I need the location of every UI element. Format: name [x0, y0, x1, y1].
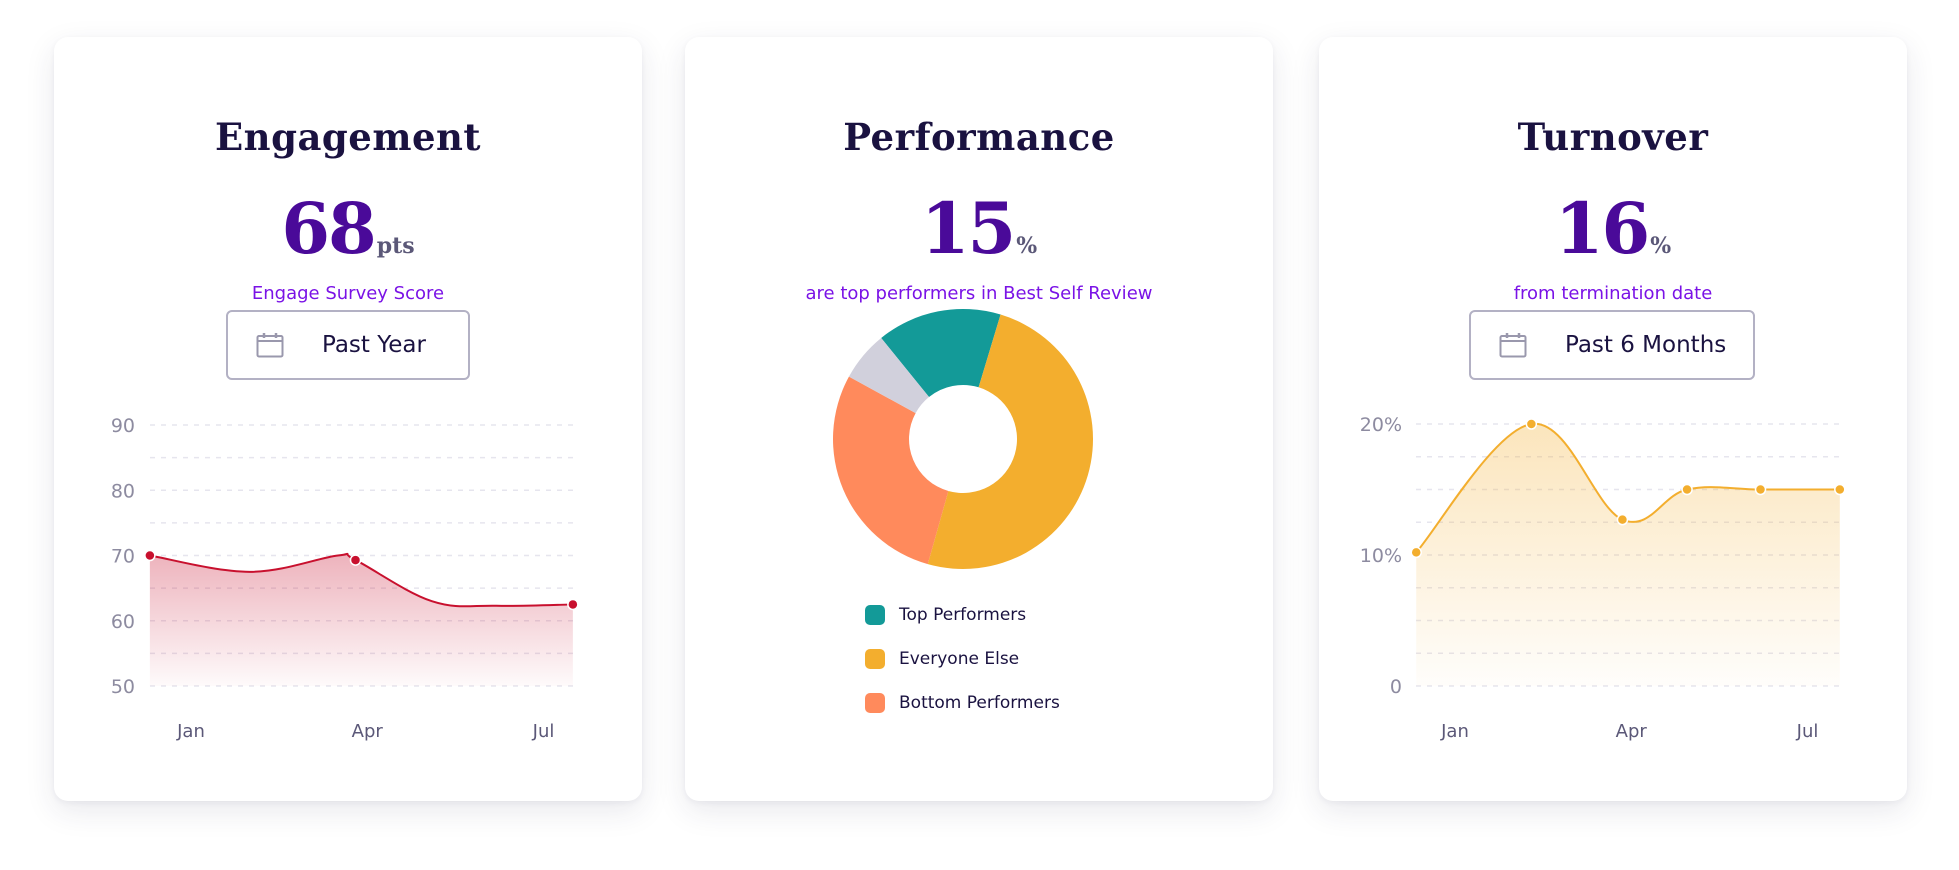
calendar-icon — [1499, 333, 1527, 358]
metric-number: 68 — [281, 187, 376, 270]
legend-item: Top Performers — [865, 605, 1026, 625]
date-range-button[interactable]: Past 6 Months — [1469, 310, 1755, 380]
card-title: Performance — [843, 115, 1115, 159]
metric-value: 15% — [685, 187, 1273, 270]
metric-subtitle: Engage Survey Score — [251, 283, 445, 304]
performance-card: Performance 15% are top performers in Be… — [685, 37, 1273, 801]
donut-slice — [881, 308, 1001, 398]
y-tick-label: 20% — [1360, 414, 1402, 436]
data-point — [1681, 483, 1693, 496]
data-point — [1525, 418, 1538, 430]
x-tick-label: Jan — [1440, 721, 1469, 742]
metric-unit: pts — [376, 233, 415, 259]
y-tick-label: 60 — [111, 611, 135, 633]
donut-slice — [927, 314, 1094, 570]
y-tick-label: 0 — [1390, 676, 1402, 698]
legend-swatch — [865, 605, 885, 625]
data-point — [1754, 483, 1767, 496]
legend-swatch — [865, 649, 885, 669]
y-tick-label: 80 — [111, 480, 135, 502]
y-tick-label: 50 — [111, 676, 135, 698]
card-title: Engagement — [214, 115, 482, 159]
legend-label: Top Performers — [899, 605, 1027, 625]
area-fill — [149, 553, 573, 686]
metric-value: 16% — [1319, 187, 1907, 270]
metric-subtitle: from termination date — [1513, 283, 1713, 304]
legend-label: Bottom Performers — [899, 693, 1060, 713]
metric-unit: % — [1016, 233, 1038, 259]
y-tick-label: 90 — [111, 415, 135, 437]
x-tick-label: Apr — [352, 721, 384, 742]
metric-unit: % — [1650, 233, 1672, 259]
calendar-icon — [256, 333, 284, 358]
donut-slice — [848, 337, 930, 414]
metric-number: 15 — [920, 187, 1016, 270]
data-point — [567, 598, 579, 611]
data-point — [1616, 513, 1629, 526]
area-fill — [1416, 423, 1840, 686]
card-title: Turnover — [1517, 115, 1709, 159]
x-tick-label: Apr — [1616, 721, 1648, 742]
data-point — [1834, 483, 1846, 496]
donut-slice — [833, 376, 949, 565]
metric-number: 16 — [1554, 187, 1650, 270]
data-point — [1410, 546, 1422, 559]
metric-value: 68pts — [54, 187, 642, 270]
y-tick-label: 70 — [111, 546, 135, 568]
date-range-button[interactable]: Past Year — [226, 310, 470, 380]
legend-item: Everyone Else — [865, 649, 1019, 669]
data-point — [349, 554, 362, 566]
x-tick-label: Jan — [176, 721, 205, 742]
data-point — [144, 549, 156, 562]
date-range-label: Past Year — [322, 332, 426, 358]
legend-label: Everyone Else — [899, 649, 1020, 669]
date-range-label: Past 6 Months — [1565, 332, 1727, 358]
y-tick-label: 10% — [1360, 545, 1402, 567]
metric-subtitle: are top performers in Best Self Review — [805, 283, 1153, 304]
legend-item: Bottom Performers — [865, 693, 1060, 713]
legend-swatch — [865, 693, 885, 713]
x-tick-label: Jul — [1796, 721, 1819, 742]
x-tick-label: Jul — [532, 721, 555, 742]
